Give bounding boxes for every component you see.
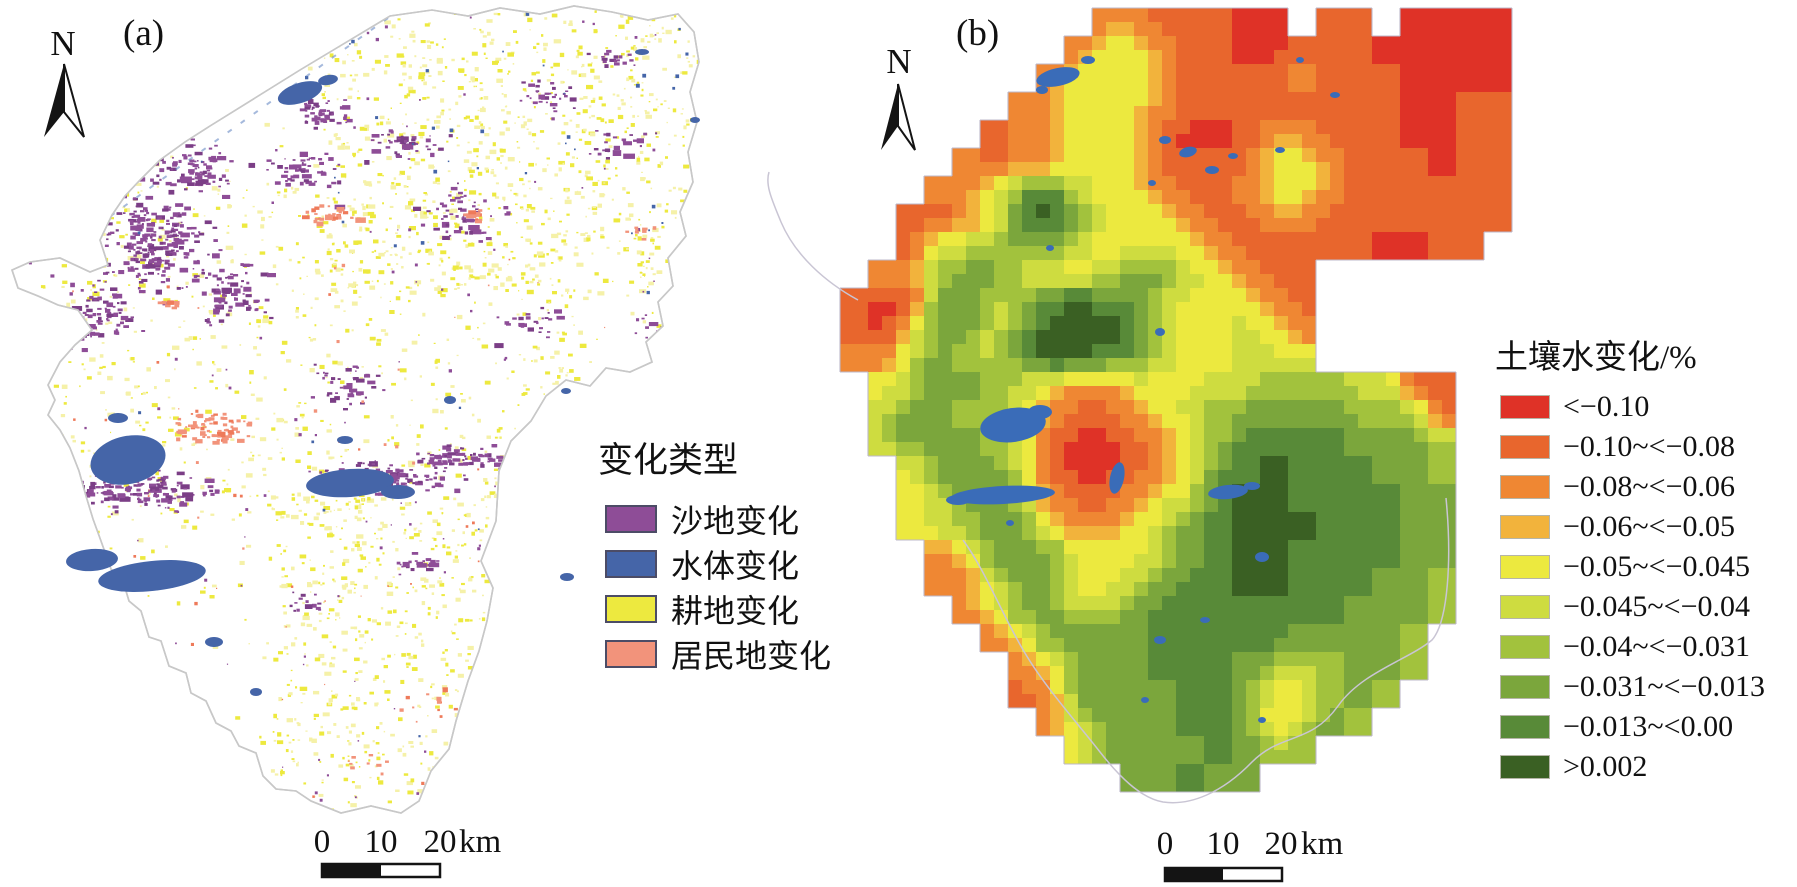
class-swatch-5: [1500, 595, 1550, 619]
scalebar-b: [1163, 866, 1284, 883]
county-boundary-b-south: [962, 497, 1450, 804]
legend-a-title: 变化类型: [598, 441, 739, 480]
class-label-9: >0.002: [1563, 750, 1648, 783]
legend-b-item-0: <−0.10: [1500, 390, 1649, 423]
cropland-change-swatch: [605, 595, 657, 623]
class-label-4: −0.05~<−0.045: [1563, 550, 1750, 583]
legend-a-item-1: 水体变化: [605, 548, 799, 584]
scalebar-a: [320, 862, 442, 879]
panel-b-label: (b): [956, 13, 1000, 54]
legend-b-item-5: −0.045~<−0.04: [1500, 590, 1750, 623]
sand-change-label: 沙地变化: [671, 503, 800, 539]
scalebar-a-tick-0: 0: [313, 824, 331, 860]
legend-a-item-0: 沙地变化: [605, 503, 799, 539]
scalebar-b-unit: km: [1301, 826, 1344, 862]
legend-b-item-9: >0.002: [1500, 750, 1647, 783]
land-change-speckles: [15, 10, 699, 813]
class-label-6: −0.04~<−0.031: [1563, 630, 1750, 663]
county-boundary-b-west: [767, 171, 859, 301]
class-swatch-9: [1500, 755, 1550, 779]
scalebar-b-tick-10: 10: [1206, 826, 1240, 862]
soil-water-raster: [840, 8, 1512, 792]
scalebar-b-tick-20: 20: [1264, 826, 1298, 862]
raster-b-edge: [839, 7, 1513, 793]
class-swatch-4: [1500, 555, 1550, 579]
scalebar-a-tick-10: 10: [364, 824, 398, 860]
class-label-7: −0.031~<−0.013: [1563, 670, 1765, 703]
panel-a-label: (a): [123, 13, 165, 54]
class-swatch-2: [1500, 475, 1550, 499]
north-a-label: N: [50, 24, 76, 63]
region-a-outline: [11, 5, 700, 814]
class-label-1: −0.10~<−0.08: [1563, 430, 1735, 463]
water-change-swatch: [605, 550, 657, 578]
residential-change-swatch: [605, 640, 657, 668]
legend-b-item-1: −0.10~<−0.08: [1500, 430, 1735, 463]
legend-b-item-4: −0.05~<−0.045: [1500, 550, 1750, 583]
legend-b-title: 土壤水变化/%: [1495, 340, 1697, 376]
legend-a-item-3: 居民地变化: [605, 638, 831, 674]
class-label-8: −0.013~<0.00: [1563, 710, 1734, 743]
north-arrow-b: [881, 83, 916, 151]
north-b-label: N: [886, 42, 912, 81]
lakes-b: [946, 56, 1340, 723]
class-label-0: <−0.10: [1563, 390, 1650, 423]
class-label-3: −0.06~<−0.05: [1563, 510, 1735, 543]
legend-b-item-3: −0.06~<−0.05: [1500, 510, 1735, 543]
legend-b-item-8: −0.013~<0.00: [1500, 710, 1733, 743]
lakes-a: [66, 49, 700, 696]
scalebar-b-tick-0: 0: [1156, 826, 1174, 862]
class-swatch-8: [1500, 715, 1550, 739]
class-label-2: −0.08~<−0.06: [1563, 470, 1735, 503]
scalebar-a-unit: km: [459, 824, 502, 860]
legend-b-item-2: −0.08~<−0.06: [1500, 470, 1735, 503]
class-swatch-1: [1500, 435, 1550, 459]
residential-change-label: 居民地变化: [671, 638, 832, 674]
cropland-change-label: 耕地变化: [671, 593, 800, 629]
scalebar-a-tick-20: 20: [423, 824, 457, 860]
legend-b-item-6: −0.04~<−0.031: [1500, 630, 1750, 663]
north-arrow-a: [44, 63, 85, 138]
legend-a-item-2: 耕地变化: [605, 593, 799, 629]
water-change-label: 水体变化: [671, 548, 800, 584]
class-swatch-3: [1500, 515, 1550, 539]
class-swatch-6: [1500, 635, 1550, 659]
class-label-5: −0.045~<−0.04: [1563, 590, 1750, 623]
class-swatch-7: [1500, 675, 1550, 699]
class-swatch-0: [1500, 395, 1550, 419]
sand-change-swatch: [605, 505, 657, 533]
legend-b-item-7: −0.031~<−0.013: [1500, 670, 1765, 703]
